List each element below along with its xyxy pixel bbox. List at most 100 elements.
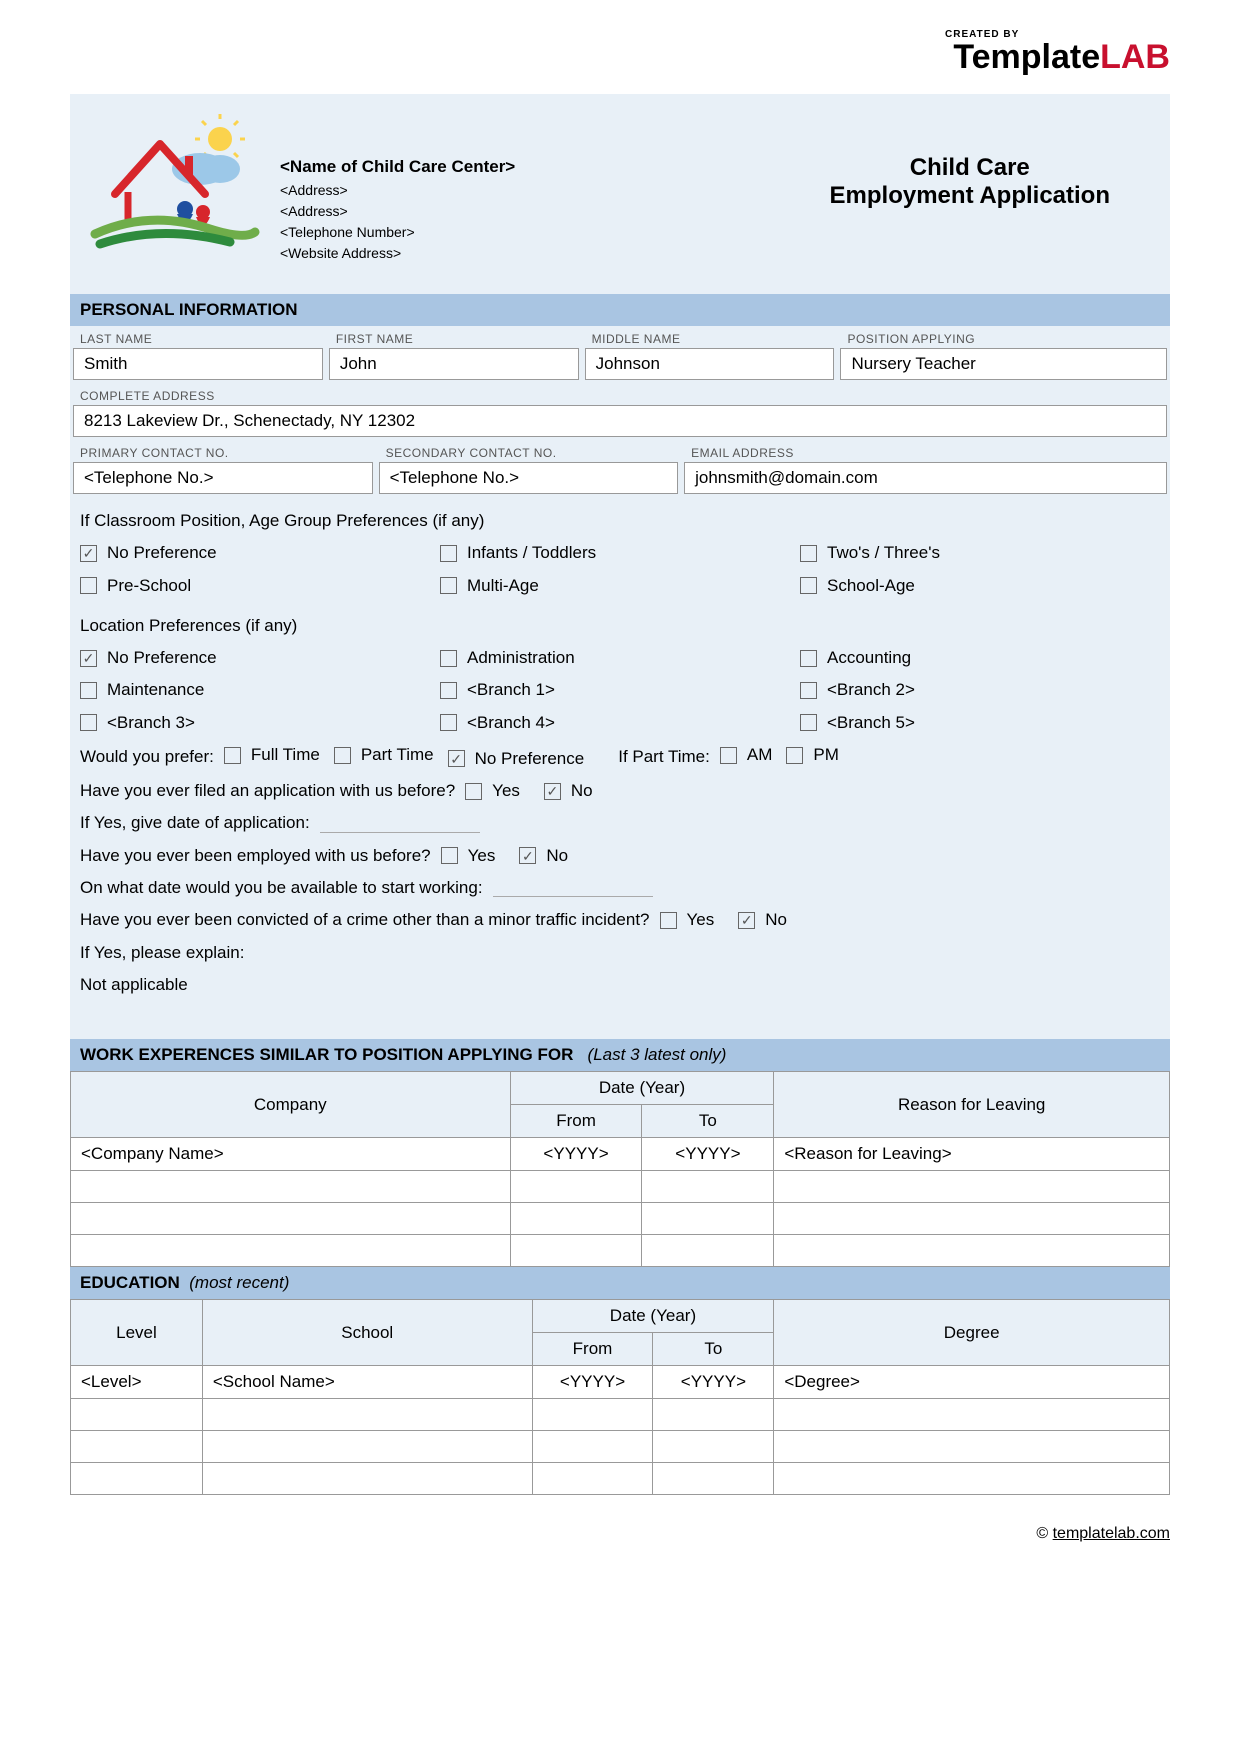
input-address[interactable]: 8213 Lakeview Dr., Schenectady, NY 12302 (73, 405, 1167, 437)
edu-cell-to[interactable] (653, 1463, 774, 1495)
label-lastname: LAST NAME (70, 326, 326, 348)
q-explain-value[interactable]: Not applicable (80, 969, 1160, 1001)
work-cell-from[interactable] (510, 1235, 642, 1267)
work-table: Company Date (Year) Reason for Leaving F… (70, 1071, 1170, 1267)
cb-employed-yes[interactable]: Yes (441, 840, 496, 872)
section-personal-header: PERSONAL INFORMATION (70, 294, 1170, 326)
edu-cell-school[interactable] (202, 1399, 532, 1431)
center-name: <Name of Child Care Center> (280, 154, 515, 180)
edu-cell-degree[interactable] (774, 1431, 1170, 1463)
edu-cell-to[interactable] (653, 1431, 774, 1463)
input-email[interactable]: johnsmith@domain.com (684, 462, 1167, 494)
input-firstname[interactable]: John (329, 348, 579, 380)
cb-filed-yes[interactable]: Yes (465, 775, 520, 807)
center-logo (90, 114, 270, 264)
work-row (71, 1203, 1170, 1235)
work-cell-reason[interactable] (774, 1203, 1170, 1235)
edu-cell-degree[interactable]: <Degree> (774, 1366, 1170, 1399)
work-cell-reason[interactable]: <Reason for Leaving> (774, 1138, 1170, 1171)
label-secondary: SECONDARY CONTACT NO. (376, 440, 682, 462)
cb-agegroup-3[interactable]: Pre-School (80, 570, 191, 602)
prefer-row: Would you prefer: Full TimePart Time✓No … (80, 739, 1160, 775)
section-education-sub: (most recent) (189, 1273, 289, 1292)
input-middlename[interactable]: Johnson (585, 348, 835, 380)
section-personal-title: PERSONAL INFORMATION (80, 300, 298, 319)
edu-cell-degree[interactable] (774, 1399, 1170, 1431)
cb-prefer-0[interactable]: Full Time (224, 739, 320, 771)
cb-location-5[interactable]: <Branch 2> (800, 674, 915, 706)
work-row (71, 1171, 1170, 1203)
cb-filed-no[interactable]: ✓No (544, 775, 593, 807)
cb-agegroup-2[interactable]: Two's / Three's (800, 537, 940, 569)
edu-cell-school[interactable]: <School Name> (202, 1366, 532, 1399)
cb-employed-no[interactable]: ✓No (519, 840, 568, 872)
section-work-header: WORK EXPERENCES SIMILAR TO POSITION APPL… (70, 1039, 1170, 1071)
edu-cell-school[interactable] (202, 1463, 532, 1495)
work-cell-to[interactable] (642, 1235, 774, 1267)
th-degree: Degree (774, 1300, 1170, 1366)
edu-cell-level[interactable] (71, 1431, 203, 1463)
input-primary[interactable]: <Telephone No.> (73, 462, 373, 494)
work-cell-to[interactable] (642, 1203, 774, 1235)
edu-cell-from[interactable] (532, 1431, 653, 1463)
edu-cell-to[interactable]: <YYYY> (653, 1366, 774, 1399)
cb-prefer-1[interactable]: Part Time (334, 739, 434, 771)
work-cell-to[interactable] (642, 1171, 774, 1203)
work-cell-company[interactable]: <Company Name> (71, 1138, 511, 1171)
edu-cell-from[interactable]: <YYYY> (532, 1366, 653, 1399)
th-date: Date (Year) (510, 1072, 774, 1105)
work-cell-company[interactable] (71, 1203, 511, 1235)
edu-cell-level[interactable] (71, 1399, 203, 1431)
th-edate: Date (Year) (532, 1300, 774, 1333)
cb-location-1[interactable]: Administration (440, 642, 575, 674)
work-cell-from[interactable] (510, 1171, 642, 1203)
title-line1: Child Care (830, 154, 1110, 182)
work-cell-company[interactable] (71, 1235, 511, 1267)
cb-location-8[interactable]: <Branch 5> (800, 707, 915, 739)
edu-cell-degree[interactable] (774, 1463, 1170, 1495)
input-secondary[interactable]: <Telephone No.> (379, 462, 679, 494)
edu-cell-level[interactable]: <Level> (71, 1366, 203, 1399)
cb-agegroup-5[interactable]: School-Age (800, 570, 915, 602)
edu-cell-level[interactable] (71, 1463, 203, 1495)
cb-location-6[interactable]: <Branch 3> (80, 707, 195, 739)
cb-parttime-1[interactable]: PM (786, 739, 839, 771)
th-eto: To (653, 1333, 774, 1366)
th-reason: Reason for Leaving (774, 1072, 1170, 1138)
work-cell-reason[interactable] (774, 1171, 1170, 1203)
work-cell-company[interactable] (71, 1171, 511, 1203)
cb-agegroup-4[interactable]: Multi-Age (440, 570, 539, 602)
cb-convicted-no[interactable]: ✓No (738, 904, 787, 936)
input-lastname[interactable]: Smith (73, 348, 323, 380)
cb-agegroup-0[interactable]: ✓No Preference (80, 537, 217, 569)
brand-part1: Template (953, 38, 1100, 76)
brand-logo: CREATED BY TemplateLAB (70, 30, 1170, 74)
label-middlename: MIDDLE NAME (582, 326, 838, 348)
edu-cell-from[interactable] (532, 1399, 653, 1431)
cb-agegroup-1[interactable]: Infants / Toddlers (440, 537, 596, 569)
cb-parttime-0[interactable]: AM (720, 739, 773, 771)
cb-convicted-yes[interactable]: Yes (660, 904, 715, 936)
edu-cell-to[interactable] (653, 1399, 774, 1431)
cb-location-3[interactable]: Maintenance (80, 674, 204, 706)
name-row: LAST NAME Smith FIRST NAME John MIDDLE N… (70, 326, 1170, 383)
input-position[interactable]: Nursery Teacher (840, 348, 1167, 380)
cb-location-7[interactable]: <Branch 4> (440, 707, 555, 739)
edu-cell-school[interactable] (202, 1431, 532, 1463)
work-cell-from[interactable]: <YYYY> (510, 1138, 642, 1171)
age-group-block: If Classroom Position, Age Group Prefere… (70, 497, 1170, 610)
cb-location-2[interactable]: Accounting (800, 642, 911, 674)
q-convicted: Have you ever been convicted of a crime … (80, 904, 650, 936)
footer: © templatelab.com (70, 1495, 1170, 1543)
work-cell-from[interactable] (510, 1203, 642, 1235)
input-filed-date[interactable] (320, 814, 480, 833)
cb-location-0[interactable]: ✓No Preference (80, 642, 217, 674)
work-cell-reason[interactable] (774, 1235, 1170, 1267)
cb-location-4[interactable]: <Branch 1> (440, 674, 555, 706)
input-start-date[interactable] (493, 879, 653, 898)
footer-link[interactable]: templatelab.com (1053, 1525, 1170, 1542)
cb-prefer-2[interactable]: ✓No Preference (448, 743, 585, 775)
work-cell-to[interactable]: <YYYY> (642, 1138, 774, 1171)
edu-cell-from[interactable] (532, 1463, 653, 1495)
edu-row (71, 1431, 1170, 1463)
